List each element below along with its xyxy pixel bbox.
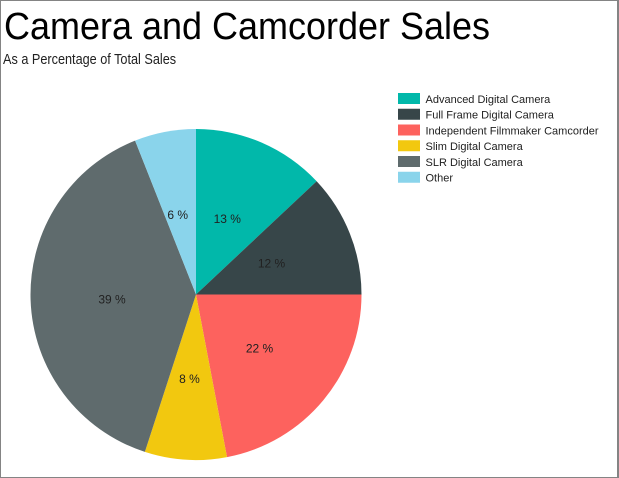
svg-text:13 %: 13 % xyxy=(214,212,242,226)
svg-text:12 %: 12 % xyxy=(258,256,286,270)
svg-text:Other: Other xyxy=(426,173,454,185)
svg-text:6 %: 6 % xyxy=(167,208,188,222)
svg-text:39 %: 39 % xyxy=(98,292,126,306)
svg-text:Full Frame Digital Camera: Full Frame Digital Camera xyxy=(426,110,555,122)
svg-text:SLR Digital Camera: SLR Digital Camera xyxy=(426,157,524,169)
svg-text:Independent Filmmaker Camcorde: Independent Filmmaker Camcorder xyxy=(426,125,599,137)
svg-text:Advanced Digital Camera: Advanced Digital Camera xyxy=(426,94,552,106)
svg-text:Slim Digital Camera: Slim Digital Camera xyxy=(426,141,524,153)
svg-text:22 %: 22 % xyxy=(246,341,274,355)
svg-text:8 %: 8 % xyxy=(179,372,200,386)
